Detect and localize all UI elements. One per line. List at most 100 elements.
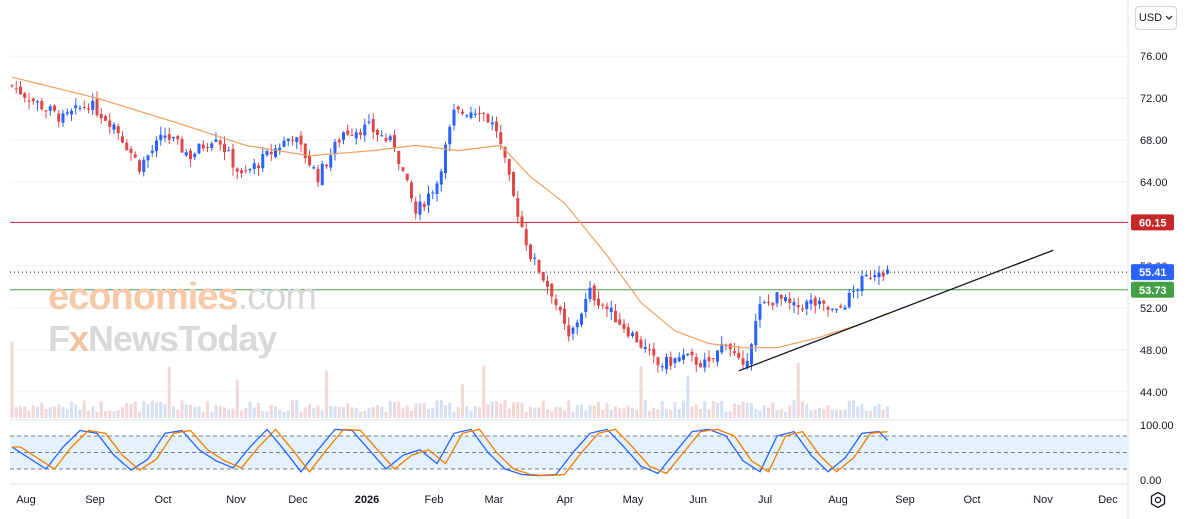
candle <box>792 298 796 314</box>
candle <box>61 109 65 127</box>
volume-bar <box>414 403 418 418</box>
time-axis[interactable]: Aug Sep Oct Nov Dec 2026 Feb Mar Apr May Jun Jul Aug… <box>16 494 1118 506</box>
volume-bar <box>240 410 243 418</box>
candle <box>70 108 73 122</box>
time-tick-label: Sep <box>85 494 105 506</box>
volume-bar <box>44 409 48 418</box>
volume-bar <box>223 407 226 418</box>
candle <box>843 304 847 311</box>
candle <box>227 146 231 152</box>
volume-bar <box>48 407 52 418</box>
price-tag-support: 53.73 <box>1131 281 1174 298</box>
volume-bar <box>469 411 473 418</box>
volume-bar <box>231 408 235 418</box>
volume-bar <box>762 405 766 418</box>
price-tick-label: 76.00 <box>1140 51 1168 63</box>
volume-bar <box>248 402 252 418</box>
gear-icon[interactable] <box>1149 491 1167 509</box>
volume-bar <box>529 406 532 418</box>
volume-bar <box>495 401 498 418</box>
candle <box>206 143 209 153</box>
candle <box>397 150 401 171</box>
candle <box>512 171 515 198</box>
candle <box>826 305 830 317</box>
candle <box>444 141 447 180</box>
volume-bar <box>163 404 167 418</box>
candle <box>490 115 494 131</box>
volume-bar <box>431 407 435 418</box>
candle <box>231 143 235 176</box>
volume-bar <box>728 411 732 418</box>
candle <box>104 114 107 122</box>
volume-bar <box>711 400 715 418</box>
candle <box>163 127 167 143</box>
volume-bar <box>852 400 855 418</box>
candlesticks <box>10 80 889 374</box>
volume-bar <box>244 407 248 418</box>
time-tick-label: Apr <box>556 494 573 506</box>
volume-bar <box>639 366 643 418</box>
candle <box>48 104 52 116</box>
volume-bar <box>677 408 681 418</box>
volume-bar <box>108 410 112 418</box>
candle <box>308 150 311 167</box>
currency-button[interactable]: USD <box>1135 6 1177 30</box>
volume-bar <box>299 411 303 418</box>
candle <box>427 185 430 213</box>
candle <box>431 189 435 200</box>
volume-bar <box>524 411 528 418</box>
candle <box>112 122 116 134</box>
horizontal-levels[interactable] <box>10 221 1128 291</box>
volume-bar <box>767 407 770 418</box>
candle <box>274 144 277 159</box>
volume-bar <box>541 400 545 418</box>
candle <box>65 108 69 116</box>
candle <box>813 295 817 314</box>
trendline[interactable] <box>738 249 1054 372</box>
volume-bar <box>384 411 388 418</box>
candle <box>465 114 469 119</box>
candle <box>244 165 248 174</box>
volume-bar <box>316 405 320 418</box>
volume-bar <box>601 409 605 418</box>
candle <box>822 299 826 312</box>
candle <box>482 111 486 122</box>
volume-bar <box>371 407 375 418</box>
candle <box>201 140 205 152</box>
stochastic-d-line <box>12 428 888 477</box>
candle <box>325 163 328 169</box>
volume-bar <box>575 405 579 418</box>
volume-bar <box>809 410 813 418</box>
volume-bar <box>193 406 197 418</box>
volume-bar <box>605 403 609 418</box>
candle <box>478 106 481 122</box>
volume-bar <box>439 400 443 418</box>
candle <box>461 108 464 116</box>
candle <box>762 300 766 304</box>
candle <box>852 285 855 299</box>
candle <box>14 80 18 94</box>
time-tick-label: Nov <box>1033 494 1053 506</box>
candle <box>779 294 783 306</box>
candle <box>592 283 596 307</box>
volume-bar <box>682 400 685 418</box>
volume-bar <box>218 406 222 418</box>
candle <box>184 148 188 158</box>
candle <box>129 145 133 161</box>
candle <box>74 98 78 115</box>
volume-bar <box>771 402 775 418</box>
volume-bar <box>516 402 520 418</box>
volume-bar <box>533 407 537 418</box>
volume-bar <box>435 400 439 418</box>
price-tick-label: 64.00 <box>1140 177 1168 189</box>
candle <box>146 154 150 168</box>
volume-bar <box>660 401 664 418</box>
candle <box>775 291 779 308</box>
volume-bar <box>184 404 188 418</box>
volume-bar <box>27 410 31 418</box>
volume-bar <box>597 402 600 418</box>
candle <box>724 343 728 351</box>
volume-bar <box>520 403 524 418</box>
candle <box>860 270 864 296</box>
